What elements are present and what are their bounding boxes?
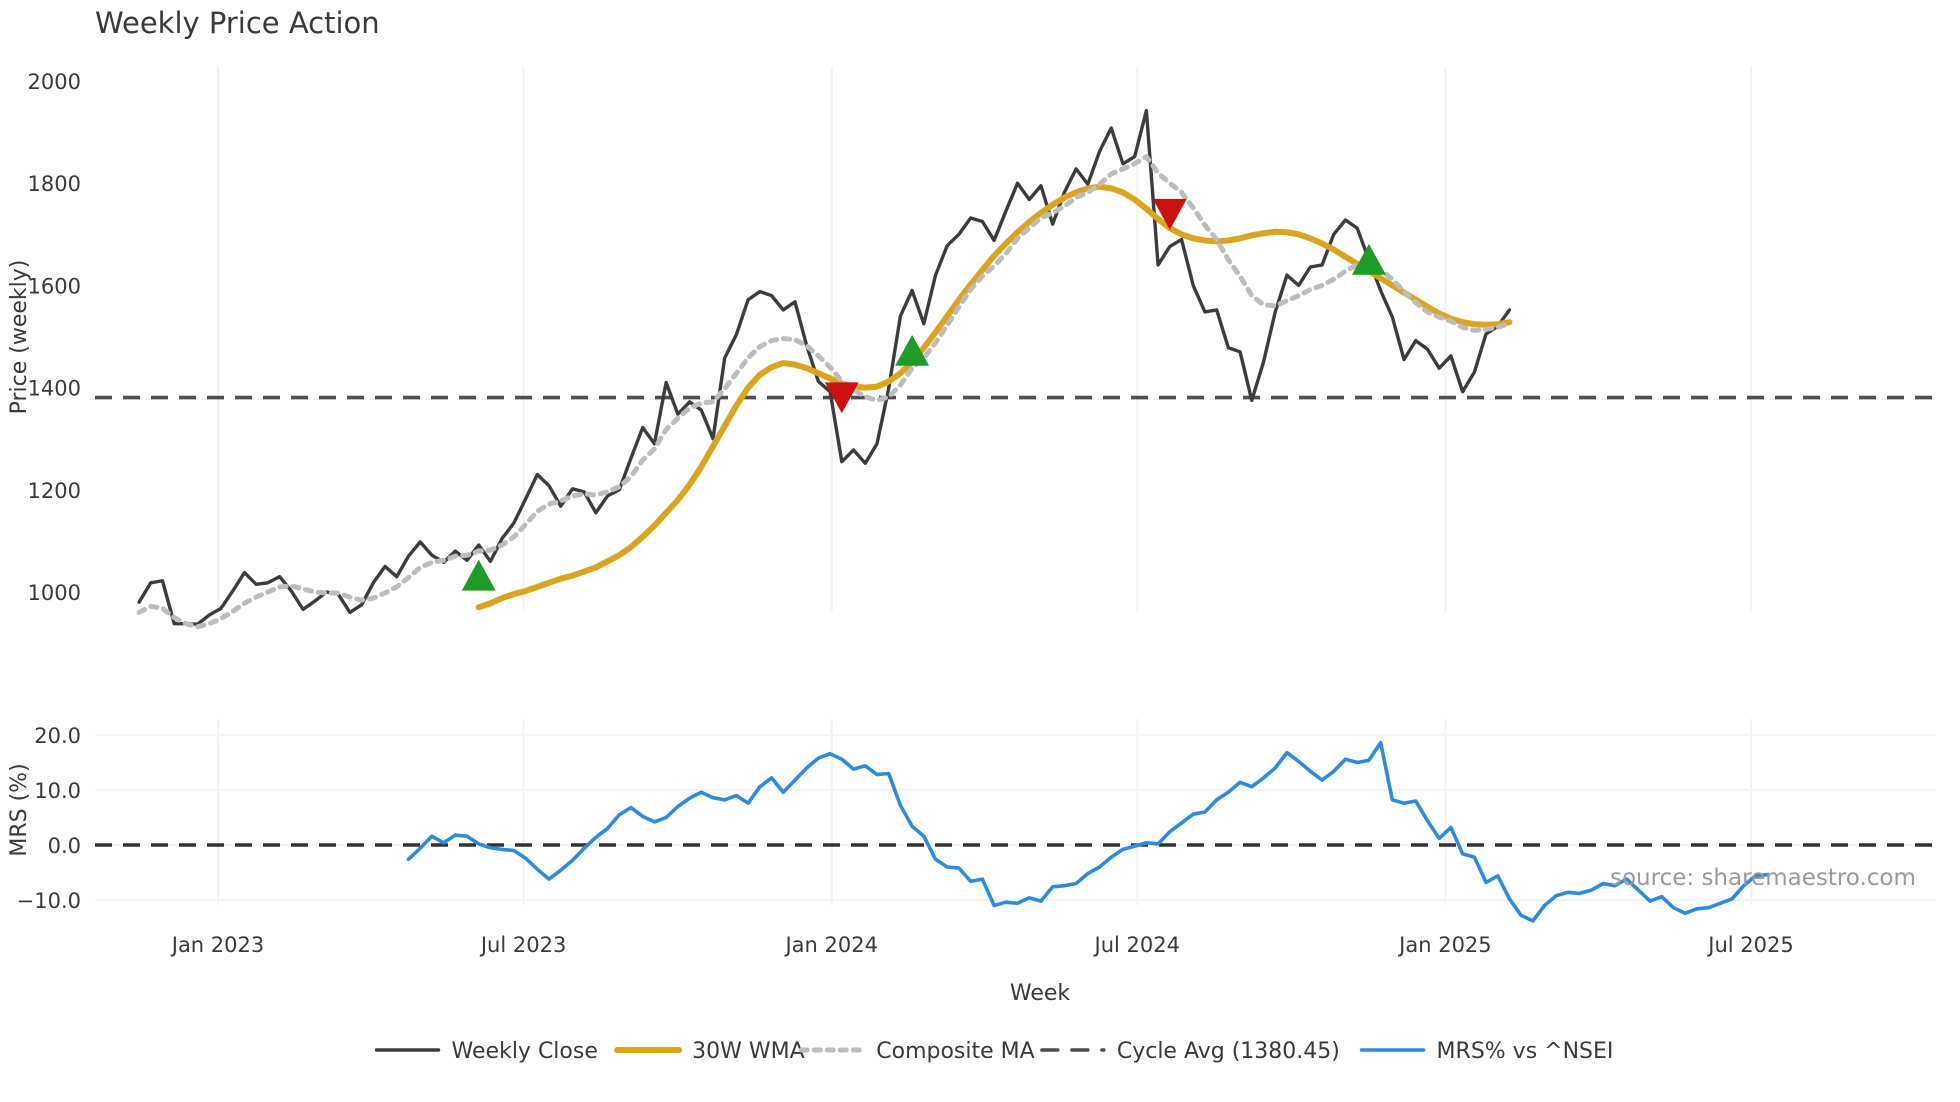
x-axis-label: Week <box>1010 981 1071 1006</box>
legend-label-2[interactable]: Composite MA <box>876 1039 1034 1064</box>
x-tick-label: Jul 2023 <box>479 933 566 957</box>
y-axis-tick-labels: 2000 1800 1600 1400 1200 1000 20.0 10.0 0.0 −10.0 <box>17 70 81 913</box>
series-line-1 <box>475 183 1513 611</box>
x-tick-label: Jan 2024 <box>783 933 878 957</box>
y-tick-label: −10.0 <box>17 889 81 913</box>
y-tick-label: 20.0 <box>34 724 81 748</box>
legend-label-4[interactable]: MRS% vs ^NSEI <box>1437 1039 1614 1064</box>
x-axis-tick-labels: Jan 2023 Jul 2023 Jan 2024 Jul 2024 Jan 2025… <box>170 933 1794 957</box>
x-tick-label: Jul 2024 <box>1093 933 1180 957</box>
legend: Weekly Close 30W WMA Composite MA Cycle Avg… <box>374 1039 1614 1064</box>
y-tick-label: 0.0 <box>48 834 81 858</box>
marker-buy <box>1351 243 1386 275</box>
legend-label-0[interactable]: Weekly Close <box>452 1039 598 1064</box>
series-line-3 <box>406 740 1769 923</box>
marker-sell <box>824 382 859 414</box>
legend-label-1[interactable]: 30W WMA <box>692 1039 805 1064</box>
y-tick-label: 1800 <box>28 172 81 196</box>
marker-buy <box>895 334 930 366</box>
y-tick-label: 1400 <box>28 377 81 401</box>
series-line-0 <box>137 108 1512 626</box>
y-tick-label: 2000 <box>28 70 81 94</box>
y-tick-label: 1000 <box>28 581 81 605</box>
y-axis-label-price: Price (weekly) <box>7 260 32 415</box>
y-tick-label: 1600 <box>28 274 81 298</box>
gridlines <box>95 67 1935 905</box>
page-title: Weekly Price Action <box>95 6 380 40</box>
x-tick-label: Jan 2025 <box>1397 933 1492 957</box>
y-axis-label-mrs: MRS (%) <box>7 763 32 856</box>
signal-markers <box>461 198 1386 591</box>
x-tick-label: Jan 2023 <box>170 933 265 957</box>
y-tick-label: 1200 <box>28 479 81 503</box>
data-series <box>136 108 1769 923</box>
marker-sell <box>1152 198 1187 230</box>
marker-buy <box>461 559 496 591</box>
y-tick-label: 10.0 <box>34 779 81 803</box>
series-line-2 <box>136 154 1512 630</box>
source-watermark: source: sharemaestro.com <box>1610 865 1916 891</box>
x-tick-label: Jul 2025 <box>1706 933 1793 957</box>
legend-label-3[interactable]: Cycle Avg (1380.45) <box>1117 1039 1340 1064</box>
